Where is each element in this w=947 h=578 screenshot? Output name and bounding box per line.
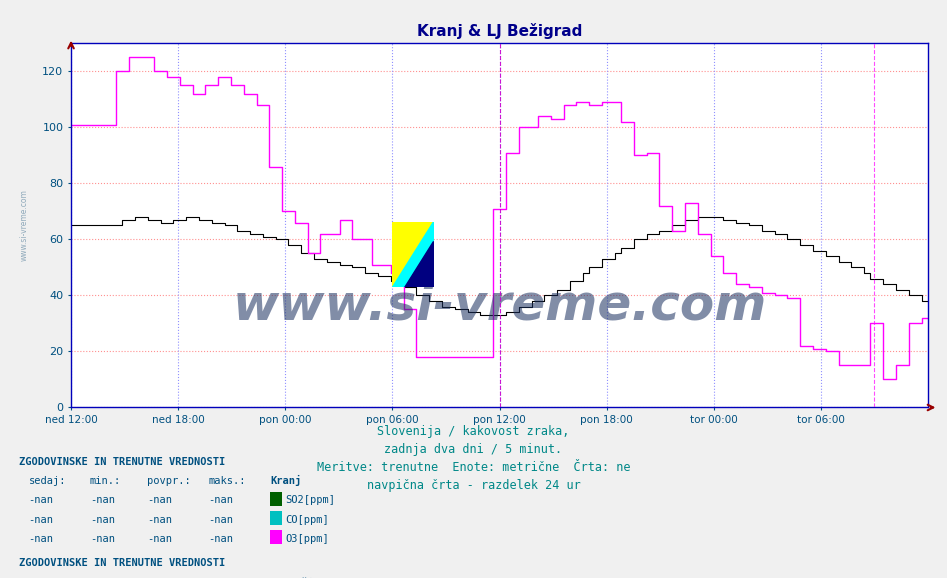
- Text: -nan: -nan: [147, 514, 171, 524]
- Polygon shape: [392, 222, 434, 287]
- Text: www.si-vreme.com: www.si-vreme.com: [19, 190, 28, 261]
- Text: LJ Bežigrad: LJ Bežigrad: [270, 577, 339, 578]
- Text: ZGODOVINSKE IN TRENUTNE VREDNOSTI: ZGODOVINSKE IN TRENUTNE VREDNOSTI: [19, 457, 225, 467]
- Text: -nan: -nan: [208, 514, 233, 524]
- Text: maks.:: maks.:: [208, 476, 246, 486]
- Text: CO[ppm]: CO[ppm]: [285, 514, 329, 524]
- Text: Kranj: Kranj: [270, 475, 301, 486]
- Text: -nan: -nan: [90, 533, 115, 543]
- Text: -nan: -nan: [208, 495, 233, 505]
- Text: SO2[ppm]: SO2[ppm]: [285, 495, 335, 505]
- Text: min.:: min.:: [90, 476, 121, 486]
- Text: povpr.:: povpr.:: [147, 476, 190, 486]
- Text: -nan: -nan: [90, 495, 115, 505]
- Text: -nan: -nan: [147, 495, 171, 505]
- Text: -nan: -nan: [90, 514, 115, 524]
- Text: Slovenija / kakovost zraka,
zadnja dva dni / 5 minut.
Meritve: trenutne  Enote: : Slovenija / kakovost zraka, zadnja dva d…: [316, 425, 631, 492]
- Text: www.si-vreme.com: www.si-vreme.com: [232, 281, 767, 329]
- Text: -nan: -nan: [28, 514, 53, 524]
- Text: -nan: -nan: [147, 533, 171, 543]
- Text: O3[ppm]: O3[ppm]: [285, 533, 329, 543]
- Text: sedaj:: sedaj:: [28, 476, 66, 486]
- Polygon shape: [404, 242, 434, 287]
- Title: Kranj & LJ Bežigrad: Kranj & LJ Bežigrad: [417, 23, 582, 39]
- Text: -nan: -nan: [28, 533, 53, 543]
- Text: -nan: -nan: [28, 495, 53, 505]
- Text: ZGODOVINSKE IN TRENUTNE VREDNOSTI: ZGODOVINSKE IN TRENUTNE VREDNOSTI: [19, 558, 225, 568]
- Polygon shape: [392, 222, 434, 287]
- Text: -nan: -nan: [208, 533, 233, 543]
